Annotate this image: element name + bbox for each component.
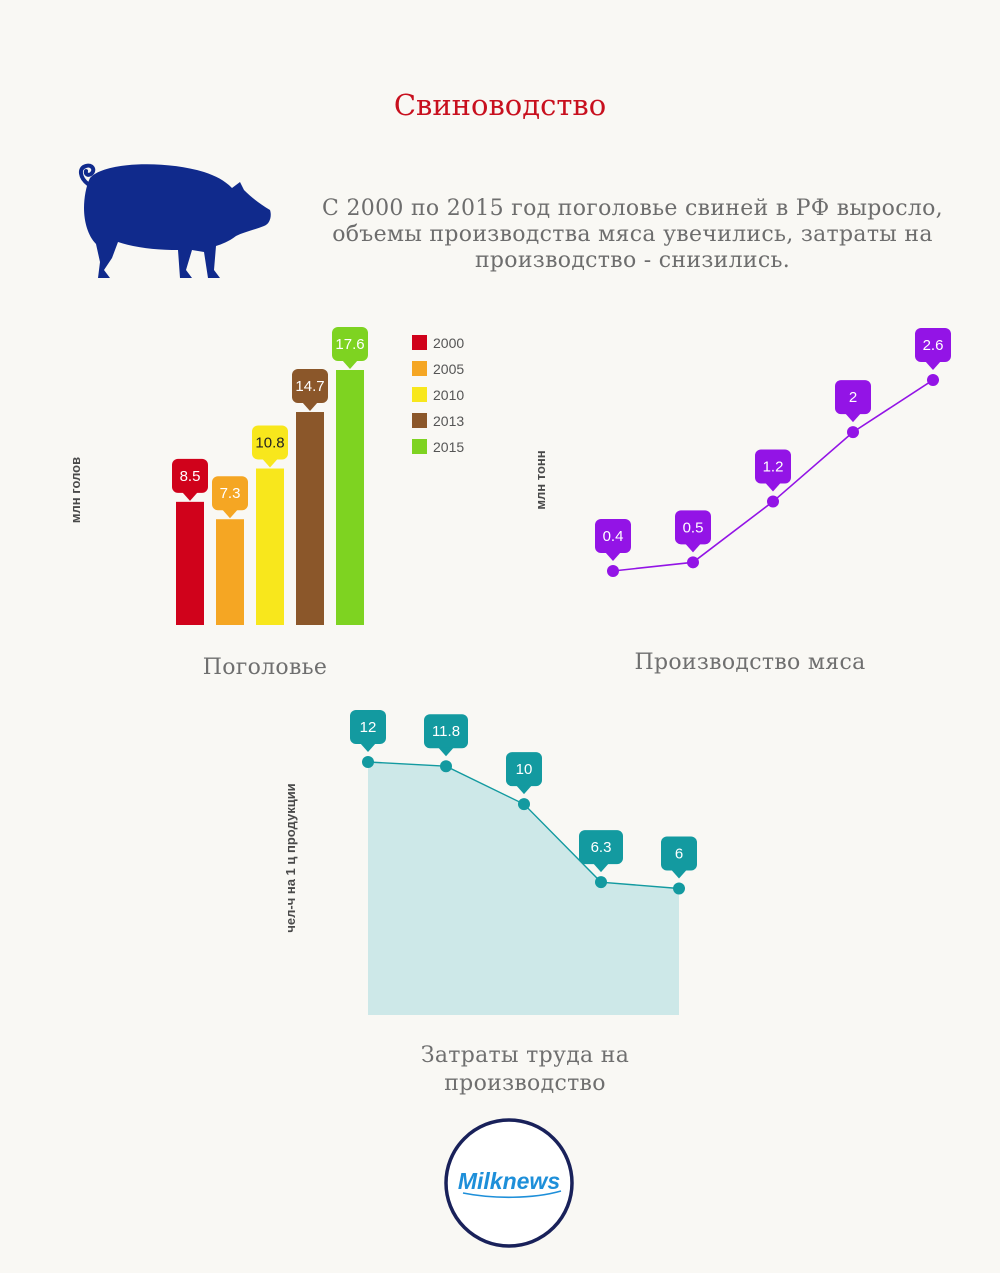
pig-icon bbox=[79, 163, 271, 278]
production-label-4: 2.6 bbox=[915, 328, 951, 370]
legend-swatch-2005 bbox=[412, 361, 427, 376]
labor-point-1 bbox=[440, 760, 452, 773]
labor-title: Затраты труда на производство bbox=[420, 1043, 630, 1096]
svg-text:1.2: 1.2 bbox=[763, 459, 784, 476]
svg-text:7.3: 7.3 bbox=[220, 485, 241, 502]
labor-label-2: 10 bbox=[506, 752, 542, 795]
labor-point-2 bbox=[518, 798, 530, 811]
labor-point-4 bbox=[673, 882, 685, 895]
production-label-0: 0.4 bbox=[595, 519, 631, 561]
labor-label-4: 6 bbox=[661, 836, 697, 879]
headcount-ylabel: млн голов bbox=[68, 457, 83, 523]
labor-ylabel: чел-ч на 1 ц продукции bbox=[283, 783, 298, 932]
labor-area-fill bbox=[368, 762, 679, 1015]
bar-2005 bbox=[216, 519, 244, 625]
svg-text:2: 2 bbox=[849, 389, 857, 406]
svg-text:12: 12 bbox=[360, 719, 377, 736]
bar-label-2010: 10.8 bbox=[252, 425, 288, 468]
bar-2015 bbox=[336, 370, 364, 625]
legend-label-2000: 2000 bbox=[433, 335, 464, 351]
chart-meat-production: млн тонн 0.4 0.5 1.2 2 2.6 bbox=[533, 328, 951, 577]
legend-label-2005: 2005 bbox=[433, 361, 464, 377]
production-label-3: 2 bbox=[835, 380, 871, 423]
legend-label-2015: 2015 bbox=[433, 439, 464, 455]
svg-text:11.8: 11.8 bbox=[432, 723, 460, 740]
svg-text:8.5: 8.5 bbox=[180, 468, 201, 485]
bar-label-2015: 17.6 bbox=[332, 327, 368, 369]
bar-label-2000: 8.5 bbox=[172, 458, 208, 501]
bar-label-2013: 14.7 bbox=[292, 369, 328, 412]
legend-swatch-2013 bbox=[412, 413, 427, 428]
bar-2000 bbox=[176, 501, 204, 625]
labor-label-3: 6.3 bbox=[579, 830, 623, 873]
svg-text:6.3: 6.3 bbox=[591, 839, 612, 856]
production-point-3 bbox=[847, 426, 859, 439]
labor-point-0 bbox=[362, 756, 374, 768]
legend-swatch-2010 bbox=[412, 387, 427, 402]
labor-label-1: 11.8 bbox=[424, 714, 468, 757]
legend-label-2013: 2013 bbox=[433, 413, 464, 429]
chart-headcount: млн голов 8.5 7.3 10.8 14.7 17.6 2000 2005 201… bbox=[68, 327, 464, 625]
bar-label-2005: 7.3 bbox=[212, 476, 248, 519]
production-ylabel: млн тонн bbox=[533, 450, 548, 509]
headcount-title: Поголовье bbox=[202, 655, 328, 680]
production-point-1 bbox=[687, 556, 699, 569]
page-title: Свиноводство bbox=[393, 88, 607, 122]
bar-2013 bbox=[296, 412, 324, 625]
production-label-1: 0.5 bbox=[675, 510, 711, 553]
production-label-2: 1.2 bbox=[755, 449, 791, 492]
chart-labor-costs: чел-ч на 1 ц продукции 12 11.8 10 6.3 6 bbox=[283, 710, 697, 1015]
logo-text: Milknews bbox=[458, 1168, 560, 1194]
svg-text:14.7: 14.7 bbox=[295, 378, 324, 395]
svg-text:0.4: 0.4 bbox=[603, 528, 624, 545]
milknews-logo: Milknews bbox=[444, 1118, 574, 1248]
legend-swatch-2015 bbox=[412, 439, 427, 454]
production-point-4 bbox=[927, 374, 939, 386]
legend-label-2010: 2010 bbox=[433, 387, 464, 403]
production-title: Производство мяса bbox=[634, 650, 866, 675]
svg-text:6: 6 bbox=[675, 846, 683, 863]
svg-text:10.8: 10.8 bbox=[255, 435, 284, 452]
svg-text:0.5: 0.5 bbox=[683, 519, 704, 536]
labor-label-0: 12 bbox=[350, 710, 386, 752]
svg-text:2.6: 2.6 bbox=[923, 337, 944, 354]
svg-text:10: 10 bbox=[516, 761, 533, 778]
production-point-2 bbox=[767, 495, 779, 508]
intro-text: С 2000 по 2015 год поголовье свиней в РФ… bbox=[322, 196, 943, 273]
labor-point-3 bbox=[595, 876, 607, 889]
bar-2010 bbox=[256, 468, 284, 625]
production-point-0 bbox=[607, 565, 619, 577]
svg-text:17.6: 17.6 bbox=[335, 336, 364, 353]
legend-swatch-2000 bbox=[412, 335, 427, 350]
